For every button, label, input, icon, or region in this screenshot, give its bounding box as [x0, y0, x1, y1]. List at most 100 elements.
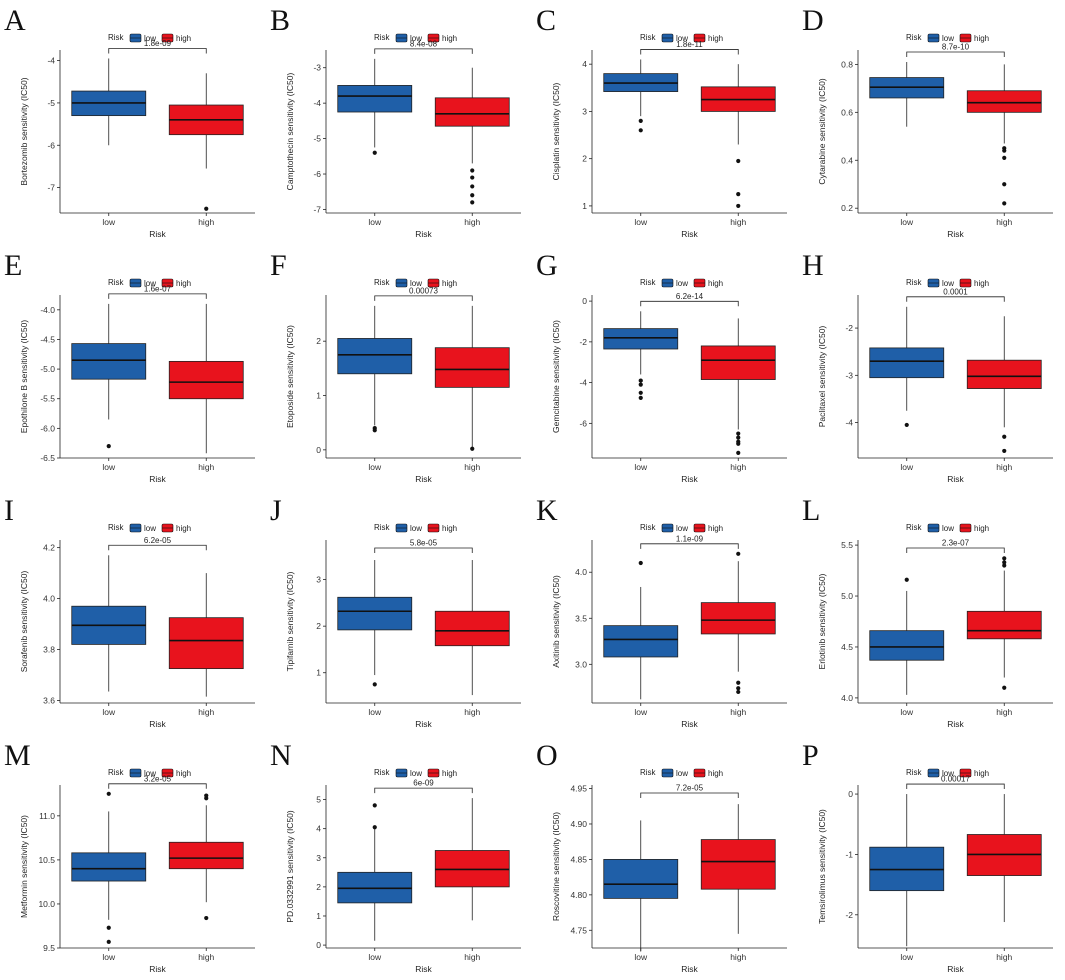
legend: Risk low high — [374, 33, 457, 43]
bracket-line — [906, 51, 1005, 57]
y-axis-title: Temsirolimus sensitivity (IC50) — [817, 809, 827, 924]
x-tick-label-low: low — [634, 707, 648, 717]
p-value-label: 1.8e-09 — [144, 39, 172, 48]
box-body — [700, 602, 776, 635]
y-axis-title: Axitinib sensitivity (IC50) — [551, 575, 561, 668]
y-tick-label: 2 — [582, 154, 587, 164]
legend-label-low: low — [144, 524, 156, 533]
legend-title: Risk — [906, 33, 923, 42]
box-high — [700, 804, 776, 934]
box-body — [337, 85, 413, 113]
legend-title: Risk — [906, 768, 923, 777]
x-axis-title: Risk — [415, 964, 432, 974]
y-tick-label: -5.0 — [40, 364, 55, 374]
box-body — [869, 630, 945, 661]
y-tick-label: 3.8 — [43, 645, 55, 655]
panel-letter: C — [536, 4, 556, 37]
outlier-point — [1002, 685, 1007, 690]
legend-label-high: high — [176, 769, 191, 778]
x-axis-title: Risk — [681, 719, 698, 729]
y-axis-title: Cisplatin sensitivity (IC50) — [551, 82, 561, 180]
legend-label-high: high — [708, 279, 723, 288]
panel-J: J Risk low high 1 2 3 Tipifarnib sensitivity (I… — [266, 490, 532, 735]
y-tick-label: 3 — [316, 853, 321, 863]
y-tick-label: 0.6 — [841, 107, 853, 117]
x-tick-label-high: high — [464, 952, 480, 962]
legend-label-high: high — [974, 524, 989, 533]
y-tick-label: 4.85 — [570, 854, 587, 864]
legend-title: Risk — [108, 278, 125, 287]
x-axis-title: Risk — [947, 719, 964, 729]
outlier-point — [1002, 560, 1007, 565]
legend-label-high: high — [974, 769, 989, 778]
panel-letter: P — [802, 739, 819, 772]
bracket-line — [906, 547, 1005, 553]
box-high — [700, 551, 776, 695]
legend: Risk low high — [108, 768, 191, 778]
y-tick-label: -4 — [47, 56, 55, 66]
panel-letter: A — [4, 4, 26, 37]
legend-label-high: high — [708, 34, 723, 43]
x-tick-label-high: high — [730, 217, 746, 227]
y-tick-label: 3 — [316, 575, 321, 585]
legend-label-high: high — [442, 34, 457, 43]
legend-title: Risk — [374, 768, 391, 777]
x-tick-label-high: high — [198, 952, 214, 962]
outlier-point — [638, 118, 643, 123]
p-value-label: 1.8e-11 — [676, 40, 703, 49]
legend: Risk low high — [374, 768, 457, 778]
legend-label-high: high — [974, 34, 989, 43]
legend: Risk low high — [906, 33, 989, 43]
y-axis-title: Paclitaxel sensitivity (IC50) — [817, 326, 827, 428]
box-low — [71, 555, 147, 692]
y-tick-label: 9.5 — [43, 943, 55, 953]
chart-D: D Risk low high 0.2 0.4 0.6 0.8 Cytarabine sensi… — [802, 4, 1053, 239]
p-value-label: 1.1e-09 — [676, 534, 704, 543]
panel-letter: O — [536, 739, 558, 772]
panel-letter: H — [802, 249, 824, 282]
significance-bracket: 6.2e-05 — [108, 536, 207, 551]
legend: Risk low high — [640, 768, 723, 778]
y-tick-label: -2 — [845, 910, 853, 920]
y-tick-label: 5 — [316, 795, 321, 805]
y-axis-title: Erlotinib sensitivity (IC50) — [817, 573, 827, 669]
legend-label-high: high — [708, 769, 723, 778]
y-tick-label: 3.5 — [575, 613, 587, 623]
y-tick-label: 4.80 — [570, 890, 587, 900]
y-tick-label: -6 — [579, 418, 587, 428]
legend-label-low: low — [942, 279, 954, 288]
box-body — [700, 839, 776, 890]
y-tick-label: 1 — [316, 668, 321, 678]
box-high — [434, 67, 510, 205]
y-tick-label: -2 — [845, 323, 853, 333]
x-axis-title: Risk — [415, 474, 432, 484]
y-tick-label: 4 — [582, 59, 587, 69]
y-tick-label: -4.0 — [40, 305, 55, 315]
x-tick-label-low: low — [368, 707, 382, 717]
x-axis-title: Risk — [149, 229, 166, 239]
x-tick-label-high: high — [464, 217, 480, 227]
box-low — [603, 560, 679, 700]
x-axis-title: Risk — [681, 474, 698, 484]
x-tick-label-low: low — [102, 707, 116, 717]
legend: Risk low high — [640, 278, 723, 288]
outlier-point — [638, 128, 643, 133]
x-tick-label-low: low — [900, 217, 914, 227]
significance-bracket: 3.2e-05 — [108, 774, 207, 789]
p-value-label: 2.3e-07 — [942, 539, 970, 548]
box-body — [337, 338, 413, 375]
legend: Risk low high — [108, 278, 191, 288]
box-body — [700, 345, 776, 380]
x-tick-label-high: high — [198, 217, 214, 227]
y-tick-label: 4.95 — [570, 784, 587, 794]
x-axis-title: Risk — [149, 964, 166, 974]
box-body — [337, 596, 413, 631]
box-body — [603, 625, 679, 658]
y-axis-title: Sorafenib sensitivity (IC50) — [19, 571, 29, 673]
box-low — [71, 58, 147, 146]
panel-F: F Risk low high 0 1 2 Etoposide sensitivity (IC… — [266, 245, 532, 490]
panel-letter: B — [270, 4, 290, 37]
y-tick-label: -3 — [313, 63, 321, 73]
x-tick-label-high: high — [996, 217, 1012, 227]
x-axis-title: Risk — [947, 229, 964, 239]
